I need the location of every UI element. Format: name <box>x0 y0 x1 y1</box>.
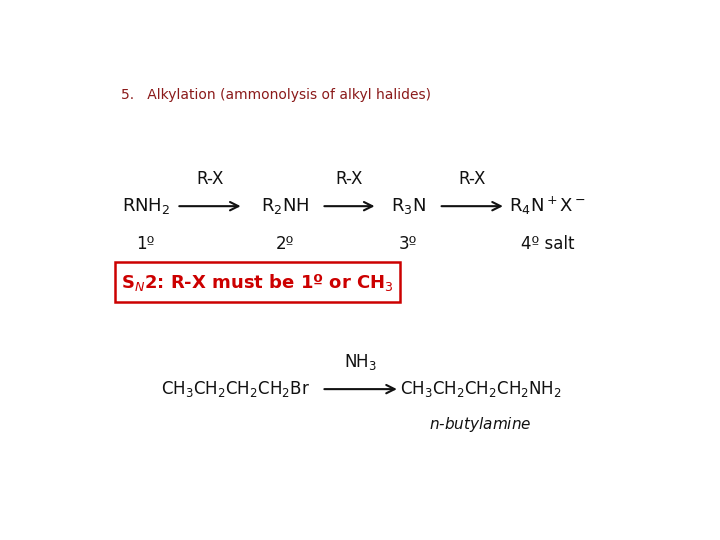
Text: $n$-butylamine: $n$-butylamine <box>429 415 532 434</box>
Text: RNH$_2$: RNH$_2$ <box>122 196 170 216</box>
Text: 3º: 3º <box>399 234 418 253</box>
Text: R$_4$N$^+$X$^-$: R$_4$N$^+$X$^-$ <box>509 195 586 217</box>
Text: R-X: R-X <box>336 170 363 188</box>
Text: R-X: R-X <box>459 170 486 188</box>
Text: 4º salt: 4º salt <box>521 234 575 253</box>
FancyBboxPatch shape <box>115 262 400 302</box>
Text: 2º: 2º <box>276 234 294 253</box>
Text: R$_3$N: R$_3$N <box>391 196 426 216</box>
Text: NH$_3$: NH$_3$ <box>344 352 377 372</box>
Text: R$_2$NH: R$_2$NH <box>261 196 309 216</box>
Text: S$_N$2: R-X must be 1º or CH$_3$: S$_N$2: R-X must be 1º or CH$_3$ <box>121 272 394 293</box>
Text: R-X: R-X <box>197 170 224 188</box>
Text: 5.   Alkylation (ammonolysis of alkyl halides): 5. Alkylation (ammonolysis of alkyl hali… <box>121 87 431 102</box>
Text: CH$_3$CH$_2$CH$_2$CH$_2$Br: CH$_3$CH$_2$CH$_2$CH$_2$Br <box>161 379 310 399</box>
Text: 1º: 1º <box>137 234 155 253</box>
Text: CH$_3$CH$_2$CH$_2$CH$_2$NH$_2$: CH$_3$CH$_2$CH$_2$CH$_2$NH$_2$ <box>400 379 562 399</box>
